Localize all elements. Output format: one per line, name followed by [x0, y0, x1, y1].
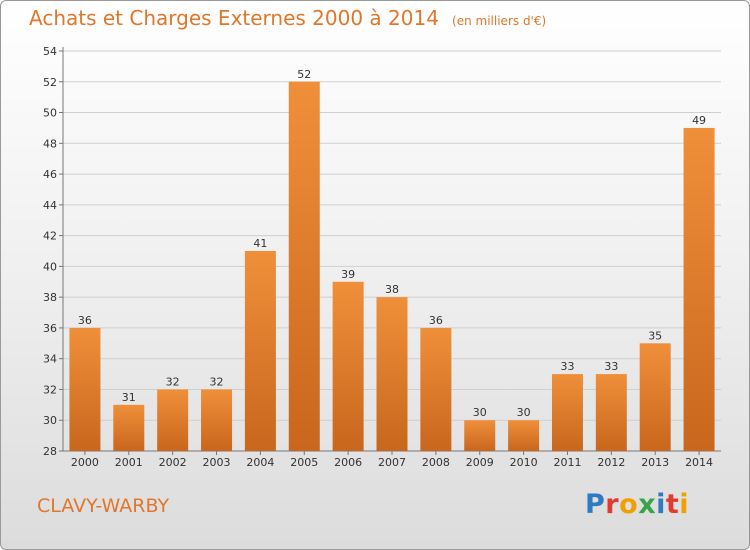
bar [69, 327, 101, 451]
y-tick-label: 30 [43, 414, 57, 427]
bar-value-label: 36 [78, 314, 92, 327]
bar-value-label: 35 [648, 329, 662, 342]
x-tick-label: 2007 [378, 456, 406, 469]
bar [157, 389, 189, 451]
x-tick-label: 2012 [597, 456, 625, 469]
logo-letter: t [665, 489, 680, 520]
bar [420, 327, 452, 451]
y-tick-label: 32 [43, 383, 57, 396]
bar [201, 389, 233, 451]
y-tick-label: 38 [43, 291, 57, 304]
bar-value-label: 33 [604, 360, 618, 373]
x-tick-label: 2002 [159, 456, 187, 469]
bar-value-label: 32 [166, 375, 180, 388]
bar-value-label: 49 [692, 114, 706, 127]
y-tick-label: 52 [43, 76, 57, 89]
bar [683, 127, 715, 451]
y-tick-label: 50 [43, 107, 57, 120]
y-tick-label: 28 [43, 445, 57, 458]
bar-value-label: 30 [517, 406, 531, 419]
unit-text: (en milliers d'€) [452, 14, 547, 28]
x-tick-label: 2011 [553, 456, 581, 469]
bar [595, 374, 627, 451]
bar [508, 420, 540, 451]
y-tick-label: 48 [43, 137, 57, 150]
bar-value-label: 39 [341, 268, 355, 281]
y-tick-label: 46 [43, 168, 57, 181]
bar [332, 281, 364, 451]
bar-value-label: 36 [429, 314, 443, 327]
bar-value-label: 31 [122, 391, 136, 404]
bar [639, 343, 671, 451]
title-text: Achats et Charges Externes 2000 à 2014 [29, 6, 439, 30]
x-tick-label: 2006 [334, 456, 362, 469]
logo-letter: r [605, 489, 620, 520]
x-tick-label: 2005 [290, 456, 318, 469]
bar-value-label: 33 [560, 360, 574, 373]
y-tick-label: 40 [43, 260, 57, 273]
logo-letter: i [656, 489, 666, 520]
y-tick-label: 34 [43, 353, 57, 366]
bar [464, 420, 496, 451]
bar [376, 297, 408, 451]
x-tick-label: 2009 [466, 456, 494, 469]
y-tick-label: 44 [43, 199, 57, 212]
commune-name: CLAVY-WARBY [37, 495, 170, 517]
logo-letter: x [638, 489, 657, 520]
chart-title: Achats et Charges Externes 2000 à 2014 (… [29, 6, 546, 30]
x-tick-label: 2001 [115, 456, 143, 469]
x-tick-label: 2003 [203, 456, 231, 469]
x-tick-label: 2000 [71, 456, 99, 469]
x-tick-label: 2004 [246, 456, 274, 469]
bar [244, 251, 276, 451]
bar-value-label: 52 [297, 68, 311, 81]
bar [288, 81, 320, 452]
bar [113, 404, 145, 451]
logo-letter: P [585, 489, 606, 520]
x-tick-label: 2014 [685, 456, 713, 469]
bar [551, 374, 583, 451]
y-tick-label: 42 [43, 230, 57, 243]
x-tick-label: 2013 [641, 456, 669, 469]
bar-value-label: 38 [385, 283, 399, 296]
y-tick-label: 54 [43, 45, 57, 58]
bar-value-label: 30 [473, 406, 487, 419]
bar-value-label: 32 [210, 375, 224, 388]
logo-letter: o [619, 489, 639, 520]
bar-value-label: 41 [253, 237, 267, 250]
proxiti-logo[interactable]: Proxiti [585, 489, 689, 520]
x-tick-label: 2008 [422, 456, 450, 469]
logo-letter: i [679, 489, 690, 520]
x-tick-label: 2010 [510, 456, 538, 469]
y-tick-label: 36 [43, 322, 57, 335]
